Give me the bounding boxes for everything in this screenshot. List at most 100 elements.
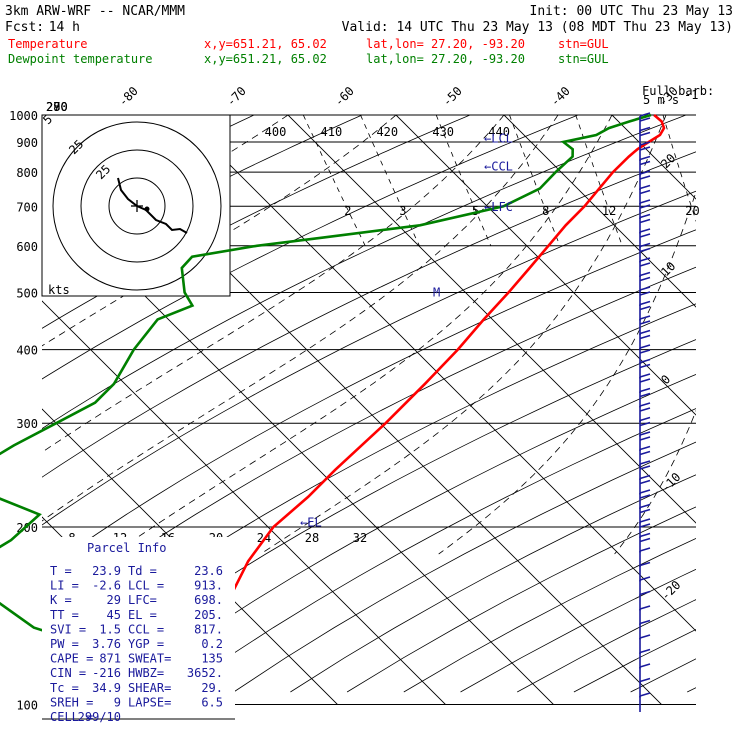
parcel-info-cell: CIN =: [50, 666, 86, 680]
wind-barb: [639, 329, 651, 350]
valid-time: Valid: 14 UTC Thu 23 May 13 (08 MDT Thu …: [342, 20, 733, 35]
isotherm--50: [42, 300, 446, 705]
parcel-info-table: T = 23.9 Td = 23.6 LI = -2.6 LCL = 913. K = 29 LFC…: [50, 564, 223, 724]
dewpoint-legend-stn: stn=GUL: [558, 52, 609, 66]
isotherm-label: -20: [658, 578, 683, 603]
parcel-info-cell: 1.5: [99, 622, 121, 636]
parcel-info-cell: 23.6: [194, 564, 223, 578]
parcel-info-cell: CELL =: [50, 710, 93, 724]
wind-barb: [639, 199, 651, 219]
mixing-ratio-8: [509, 115, 561, 246]
mixing-ratio-label: 5: [472, 204, 479, 218]
wind-barb: [639, 184, 651, 205]
barb-legend-units: 5 m s: [643, 93, 679, 107]
mixing-ratio-label: 3: [399, 204, 406, 218]
parcel-info-cell: TT =: [50, 608, 79, 622]
el-marker: ←EL: [300, 516, 322, 530]
parcel-info-cell: Tc =: [50, 681, 79, 695]
dry-adiabat-350: [42, 303, 696, 665]
wind-barb: [639, 155, 651, 176]
mixing-ratio-label: 8: [542, 204, 549, 218]
dewpoint-legend-latlon: lat,lon= 27.20, -93.20: [366, 52, 525, 66]
parcel-info-cell: HWBZ=: [128, 666, 164, 680]
wind-barb: [639, 112, 651, 132]
lfc-marker: ←LFC: [484, 200, 513, 214]
parcel-info-cell: 698.: [194, 593, 223, 607]
dry-adiabat-410: [346, 506, 696, 693]
parcel-info-cell: LFC=: [128, 593, 157, 607]
parcel-info-box: [42, 537, 235, 719]
hodograph-units: kts: [48, 283, 70, 297]
theta-label: 400: [265, 125, 287, 139]
wind-barb: [639, 242, 651, 263]
wind-barb: [639, 373, 651, 393]
parcel-info-cell: Td =: [128, 564, 157, 578]
mixing-ratio-label: 12: [602, 204, 616, 218]
isotherm-10: [503, 115, 696, 308]
pressure-label-900: 900: [16, 136, 38, 150]
barb-legend-title: Full barb:: [642, 84, 714, 98]
parcel-info-cell: 6.5: [201, 695, 223, 709]
pressure-label-700: 700: [16, 200, 38, 214]
theta-label: 430: [432, 125, 454, 139]
theta-label: 440: [488, 125, 510, 139]
wind-barb: [639, 286, 651, 306]
parcel-info-cell: 3652.: [187, 666, 223, 680]
parcel-info-cell: LCL =: [128, 579, 164, 593]
isotherm--20: [179, 115, 696, 632]
parcel-info-cell: SVI =: [50, 622, 86, 636]
wind-barb: [639, 576, 651, 596]
parcel-info-cell: 817.: [194, 622, 223, 636]
parcel-info-cell: PW =: [50, 637, 79, 651]
wind-barb: [639, 547, 651, 567]
wind-barb: [639, 648, 651, 669]
speed-axis-label: 28: [305, 531, 319, 545]
parcel-info-cell: CAPE =: [50, 652, 93, 666]
pressure-label-300: 300: [16, 417, 38, 431]
theta-label: 410: [321, 125, 343, 139]
pressure-label-400: 400: [16, 344, 38, 358]
moist-adiabat-20: [112, 115, 613, 555]
forecast-label: Fcst:: [5, 20, 44, 35]
moist-adiabats: [42, 115, 696, 555]
isotherm-label: -10: [658, 470, 683, 495]
parcel-info-cell: 29.: [201, 681, 223, 695]
isotherm-label: -60: [332, 84, 357, 109]
hodograph-ring: [80, 149, 194, 263]
isotherm-0: [395, 115, 696, 416]
parcel-info-cell: 0.2: [201, 637, 223, 651]
isotherm-label: 10: [658, 259, 678, 279]
theta-label-left: 280: [46, 100, 68, 114]
parcel-info-cell: 871: [99, 652, 121, 666]
parcel-info-cell: 9: [114, 695, 121, 709]
wind-barb: [639, 315, 651, 335]
wind-barbs: [639, 112, 651, 712]
parcel-info-cell: K =: [50, 593, 72, 607]
parcel-info-cell: 23.9: [92, 564, 121, 578]
hodograph-ring: [52, 121, 222, 291]
dry-adiabat-390: [233, 441, 696, 693]
wind-barb: [639, 605, 651, 625]
ccl-marker: ←CCL: [484, 160, 513, 174]
wind-barb: [639, 271, 651, 292]
parcel-info-cell: T =: [50, 564, 72, 578]
wind-barb: [639, 532, 651, 553]
speed-axis-label: 32: [353, 531, 367, 545]
wind-barb: [639, 677, 651, 698]
temperature-legend-stn: stn=GUL: [558, 37, 609, 51]
dry-adiabat-440: [517, 599, 696, 693]
wind-barb: [639, 431, 651, 451]
parcel-info-cell: LAPSE=: [128, 695, 171, 709]
pressure-label-800: 800: [16, 166, 38, 180]
barb-legend-exponent: -1: [684, 88, 698, 102]
parcel-info-cell: LI =: [50, 579, 79, 593]
moist-adiabat-15: [42, 115, 559, 522]
isotherm-30: [720, 115, 740, 704]
dry-adiabat-370: [120, 373, 696, 693]
isotherm-label: -50: [440, 84, 465, 109]
parcel-info-cell: SWEAT=: [128, 652, 171, 666]
wind-barb: [639, 402, 651, 422]
wind-barb: [639, 358, 651, 379]
dry-adiabat-380: [176, 408, 696, 693]
